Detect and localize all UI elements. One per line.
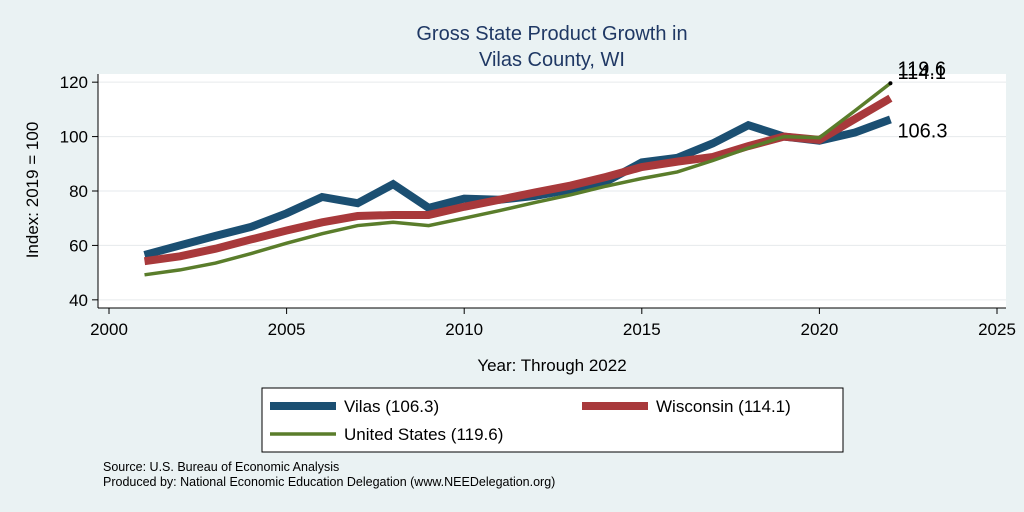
y-tick-label: 80: [69, 182, 88, 201]
x-axis-title: Year: Through 2022: [477, 356, 626, 375]
end-label-vilas: 106.3: [897, 120, 947, 142]
x-tick-label: 2000: [90, 320, 128, 339]
end-label-united-states: 119.6: [897, 58, 946, 80]
x-tick-label: 2020: [800, 320, 838, 339]
legend-label-vilas: Vilas (106.3): [344, 397, 439, 416]
y-tick-label: 120: [60, 73, 88, 92]
y-axis-title: Index: 2019 = 100: [23, 122, 42, 259]
y-tick-label: 40: [69, 291, 88, 310]
end-label-wisconsin: 114.1: [897, 62, 946, 84]
producer-note: Produced by: National Economic Education…: [103, 475, 555, 489]
x-tick-label: 2005: [268, 320, 306, 339]
series-line-united-states: [144, 81, 892, 277]
x-tick-label: 2010: [445, 320, 483, 339]
axes: 40 60 80 100 120 2000 2005 2010 2015 2020 2025: [60, 73, 1016, 339]
series-lines: [143, 81, 893, 277]
y-tick-label: 60: [69, 236, 88, 255]
legend-label-wisconsin: Wisconsin (114.1): [656, 397, 791, 416]
x-tick-label: 2025: [978, 320, 1016, 339]
legend-label-united-states: United States (119.6): [344, 425, 503, 444]
legend-box: [261, 387, 844, 453]
y-tick-label: 100: [60, 128, 88, 147]
source-note: Source: U.S. Bureau of Economic Analysis: [103, 460, 339, 474]
legend: Vilas (106.3) Wisconsin (114.1) United S…: [261, 387, 844, 453]
chart-title-line-1: Gross State Product Growth in: [416, 23, 687, 45]
x-tick-label: 2015: [623, 320, 661, 339]
chart-title-line-2: Vilas County, WI: [479, 49, 625, 71]
end-point-marker: [888, 81, 893, 86]
